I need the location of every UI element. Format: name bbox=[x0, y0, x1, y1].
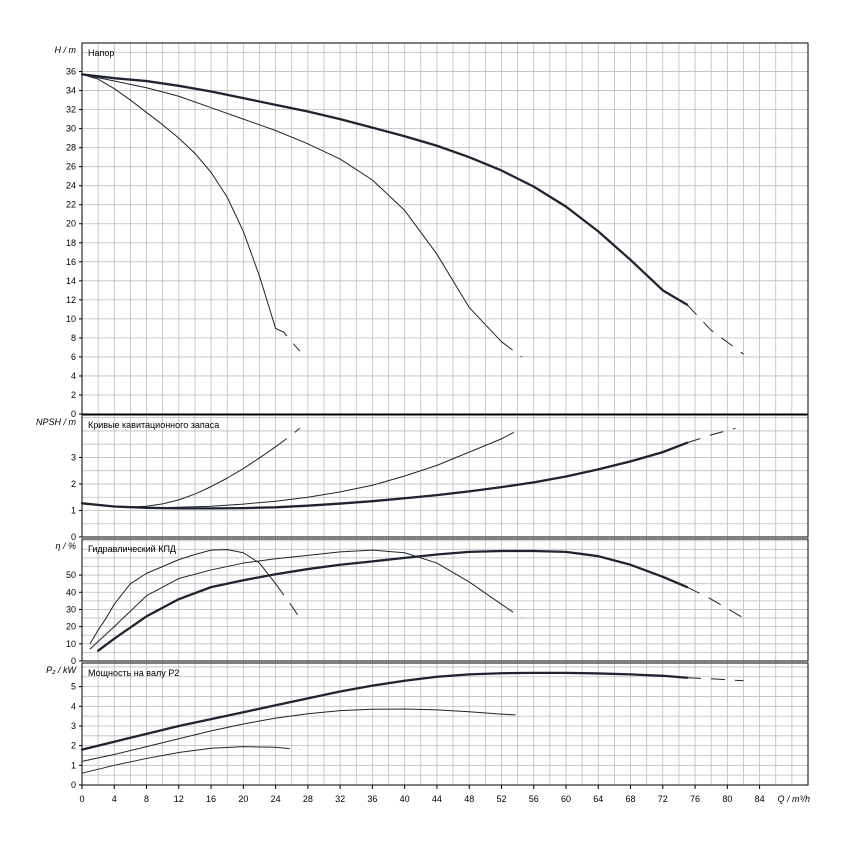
head-y-tick-label: 30 bbox=[66, 124, 76, 134]
efficiency-series-2-dashed bbox=[501, 603, 522, 619]
efficiency-series-2-solid bbox=[89, 549, 502, 650]
x-tick-label: 72 bbox=[658, 794, 668, 804]
head-series-2-solid bbox=[81, 73, 502, 343]
head-y-tick-label: 24 bbox=[66, 181, 76, 191]
x-tick-label: 64 bbox=[593, 794, 603, 804]
power-series-3-dashed bbox=[686, 677, 744, 682]
efficiency-series-3-solid bbox=[96, 549, 689, 652]
x-tick-label: 24 bbox=[271, 794, 281, 804]
x-tick-label: 80 bbox=[722, 794, 732, 804]
efficiency-y-tick-label: 20 bbox=[66, 622, 76, 632]
power-y-axis-label: P₂ / kW bbox=[46, 665, 77, 675]
npsh-y-tick-label: 3 bbox=[71, 452, 76, 462]
head-y-tick-label: 12 bbox=[66, 295, 76, 305]
x-tick-label: 44 bbox=[432, 794, 442, 804]
efficiency-y-tick-label: 40 bbox=[66, 587, 76, 597]
x-tick-label: 16 bbox=[206, 794, 216, 804]
x-tick-label: 40 bbox=[400, 794, 410, 804]
npsh-y-tick-label: 0 bbox=[71, 532, 76, 542]
efficiency-series-1-solid bbox=[89, 549, 277, 645]
npsh-frame bbox=[81, 414, 809, 538]
head-y-tick-label: 36 bbox=[66, 67, 76, 77]
x-tick-label: 8 bbox=[144, 794, 149, 804]
power-y-tick-label: 1 bbox=[71, 760, 76, 770]
npsh-series-1-dashed bbox=[275, 427, 301, 448]
x-tick-label: 20 bbox=[238, 794, 248, 804]
head-y-tick-label: 8 bbox=[71, 333, 76, 343]
npsh-series-2-dashed bbox=[501, 427, 522, 440]
x-tick-label: 76 bbox=[690, 794, 700, 804]
head-y-axis-label: H / m bbox=[55, 45, 77, 55]
x-tick-label: 0 bbox=[79, 794, 84, 804]
head-series-3-dashed bbox=[686, 304, 744, 355]
x-tick-label: 48 bbox=[464, 794, 474, 804]
efficiency-title: Гидравлический КПД bbox=[88, 544, 176, 554]
power-frame bbox=[81, 662, 809, 786]
x-tick-label: 4 bbox=[112, 794, 117, 804]
efficiency-y-tick-label: 0 bbox=[71, 656, 76, 666]
efficiency-y-tick-label: 30 bbox=[66, 604, 76, 614]
head-y-tick-label: 14 bbox=[66, 276, 76, 286]
efficiency-y-tick-label: 10 bbox=[66, 639, 76, 649]
efficiency-series-1-dashed bbox=[275, 583, 301, 619]
power-y-tick-label: 0 bbox=[71, 780, 76, 790]
x-tick-label: 12 bbox=[174, 794, 184, 804]
head-y-tick-label: 0 bbox=[71, 409, 76, 419]
x-tick-label: 36 bbox=[367, 794, 377, 804]
x-tick-label: 68 bbox=[626, 794, 636, 804]
head-y-tick-label: 2 bbox=[71, 390, 76, 400]
head-series-1-dashed bbox=[275, 327, 301, 352]
x-tick-label: 56 bbox=[529, 794, 539, 804]
npsh-y-tick-label: 2 bbox=[71, 479, 76, 489]
head-y-tick-label: 16 bbox=[66, 257, 76, 267]
x-axis-label: Q / m³/h bbox=[777, 794, 810, 804]
efficiency-frame bbox=[81, 538, 809, 662]
power-series-3-solid bbox=[80, 671, 689, 751]
power-y-tick-label: 4 bbox=[71, 701, 76, 711]
head-series-1-solid bbox=[81, 73, 277, 329]
npsh-y-axis-label: NPSH / m bbox=[36, 417, 77, 427]
power-title: Мощность на валу P2 bbox=[88, 668, 179, 678]
power-y-tick-label: 5 bbox=[71, 682, 76, 692]
head-series-3-solid bbox=[80, 73, 689, 306]
head-y-tick-label: 10 bbox=[66, 314, 76, 324]
head-series-2-dashed bbox=[501, 341, 522, 358]
x-tick-label: 28 bbox=[303, 794, 313, 804]
head-y-tick-label: 28 bbox=[66, 143, 76, 153]
power-y-tick-label: 2 bbox=[71, 741, 76, 751]
power-y-tick-label: 3 bbox=[71, 721, 76, 731]
head-y-tick-label: 4 bbox=[71, 371, 76, 381]
head-y-tick-label: 20 bbox=[66, 219, 76, 229]
x-tick-label: 52 bbox=[496, 794, 506, 804]
power-series-2-dashed bbox=[501, 713, 522, 716]
head-y-tick-label: 22 bbox=[66, 200, 76, 210]
npsh-y-tick-label: 1 bbox=[71, 505, 76, 515]
power-series-2-solid bbox=[81, 708, 502, 762]
head-frame bbox=[81, 42, 809, 415]
efficiency-y-tick-label: 50 bbox=[66, 570, 76, 580]
npsh-series-3-dashed bbox=[686, 427, 736, 444]
power-series-1-dashed bbox=[275, 746, 300, 751]
x-tick-label: 60 bbox=[561, 794, 571, 804]
head-y-tick-label: 34 bbox=[66, 86, 76, 96]
head-y-tick-label: 6 bbox=[71, 352, 76, 362]
head-y-tick-label: 26 bbox=[66, 162, 76, 172]
power-series-1-solid bbox=[81, 746, 277, 774]
head-title: Напор bbox=[88, 48, 114, 58]
x-tick-label: 32 bbox=[335, 794, 345, 804]
efficiency-y-axis-label: η / % bbox=[55, 541, 76, 551]
efficiency-series-3-dashed bbox=[686, 586, 744, 619]
head-y-tick-label: 32 bbox=[66, 105, 76, 115]
npsh-title: Кривые кавитационного запаса bbox=[88, 420, 219, 430]
npsh-series-3-solid bbox=[80, 441, 689, 510]
head-y-tick-label: 18 bbox=[66, 238, 76, 248]
x-tick-label: 84 bbox=[755, 794, 765, 804]
